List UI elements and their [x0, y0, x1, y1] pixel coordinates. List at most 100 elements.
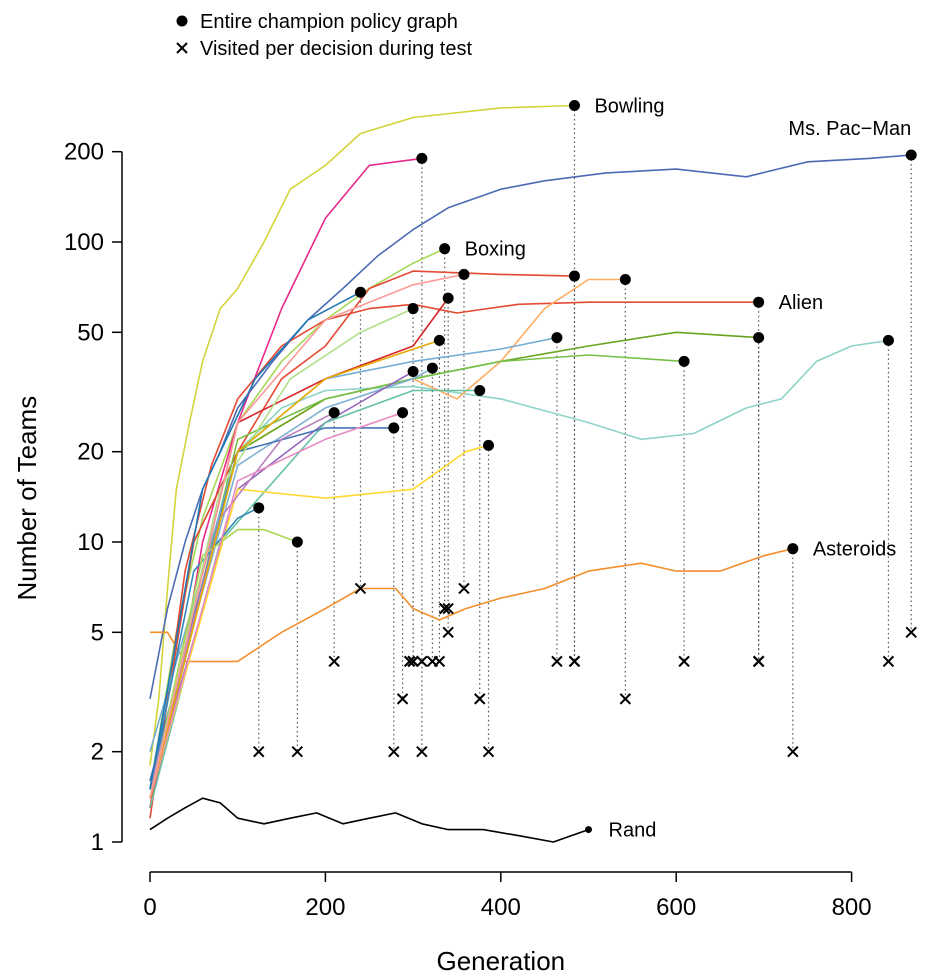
legend: Entire champion policy graph Visited per …: [176, 11, 472, 60]
series-line-11: [149, 354, 685, 799]
test-marker: [474, 693, 486, 705]
end-marker: [253, 502, 265, 514]
test-marker: [442, 602, 454, 615]
end-marker: [416, 152, 428, 164]
annotations: Bowling Ms. Pac−Man Boxing Alien Asteroids Ra…: [465, 96, 912, 842]
series-line-20: [149, 528, 298, 799]
test-marker: [396, 693, 409, 705]
y-tick-label: 100: [64, 229, 104, 256]
series-line-15: [149, 370, 414, 790]
end-marker: [354, 286, 366, 298]
end-marker: [458, 268, 470, 280]
legend-label-champion: Entire champion policy graph: [200, 11, 458, 33]
y-tick-label: 1: [91, 829, 104, 856]
series-line-22: [149, 411, 403, 799]
test-marker: [619, 693, 632, 705]
end-marker: [388, 422, 400, 434]
x-tick-label: 200: [305, 894, 345, 921]
annotation-label: Rand: [609, 820, 657, 842]
y-tick-label: 5: [91, 619, 104, 646]
x-tick-label: 800: [832, 894, 872, 921]
test-marker: [433, 655, 446, 668]
end-marker: [474, 384, 486, 396]
legend-dot-marker: [176, 15, 188, 27]
legend-cross-marker: [176, 42, 188, 54]
end-marker: [882, 334, 894, 346]
series-line-8: [149, 270, 575, 808]
test-marker: [354, 582, 367, 595]
end-marker: [568, 100, 580, 112]
annotation-label: Boxing: [465, 239, 526, 261]
series-line-boxing: [149, 247, 446, 790]
series-line-24: [149, 307, 414, 799]
y-tick-label: 20: [77, 439, 104, 466]
x-tick-label: 600: [656, 894, 696, 921]
end-marker: [291, 536, 303, 548]
y-tick-label: 10: [77, 529, 104, 556]
annotation-label: Ms. Pac−Man: [788, 118, 911, 140]
end-marker: [753, 332, 765, 344]
test-marker: [787, 745, 799, 758]
end-marker: [905, 149, 917, 161]
test-marker: [678, 655, 690, 668]
y-tick-label: 200: [64, 139, 104, 166]
test-marker: [568, 655, 581, 668]
end-marker: [787, 543, 799, 555]
test-marker: [407, 655, 419, 668]
series-line-alien: [149, 301, 759, 819]
x-tick-label: 0: [143, 894, 156, 921]
series-line-26: [149, 273, 465, 799]
annotation-label: Asteroids: [813, 539, 896, 561]
end-marker: [619, 273, 631, 285]
end-marker: [397, 407, 409, 419]
test-marker: [416, 745, 428, 758]
end-marker: [407, 303, 419, 315]
end-marker: [753, 296, 765, 308]
test-marker: [403, 655, 416, 668]
y-tick-label: 50: [77, 319, 104, 346]
test-marker: [458, 582, 470, 595]
test-marker: [438, 602, 451, 615]
end-marker: [483, 439, 495, 451]
series-line-bowling: [149, 104, 575, 766]
test-marker: [291, 745, 304, 758]
series-line-rand: [149, 797, 589, 843]
test-marker: [388, 745, 400, 758]
test-marker: [551, 655, 563, 668]
series-lines: [149, 104, 912, 843]
end-markers: [253, 100, 917, 834]
test-marker: [416, 655, 428, 668]
test-marker: [482, 745, 495, 758]
series-line-asteroids: [150, 547, 793, 663]
axes: 0 200 400 600 800 1 2 5 10 20 50 100 200 Generation Nu…: [12, 139, 872, 976]
test-markers: [253, 582, 917, 758]
x-tick-label: 400: [481, 894, 521, 921]
series-line-25: [149, 339, 440, 799]
annotation-label: Bowling: [594, 96, 664, 118]
end-marker: [442, 292, 454, 304]
series-line-12: [149, 336, 558, 752]
test-marker: [905, 626, 917, 639]
test-marker: [328, 655, 340, 668]
y-axis-title: Number of Teams: [12, 396, 42, 601]
end-marker: [551, 332, 563, 344]
end-marker: [407, 366, 419, 378]
legend-label-visited: Visited per decision during test: [200, 38, 472, 60]
series-line-14: [149, 367, 433, 782]
end-marker: [585, 826, 592, 834]
series-line-6: [149, 339, 889, 790]
series-line-21: [149, 411, 335, 790]
test-marker: [442, 626, 454, 639]
y-tick-label: 2: [91, 739, 104, 766]
end-marker: [433, 334, 445, 346]
annotation-label: Alien: [779, 292, 823, 314]
series-line-19: [149, 507, 260, 790]
guide-lines: [258, 105, 912, 752]
end-marker: [439, 243, 451, 255]
test-marker: [882, 655, 895, 668]
x-axis-title: Generation: [436, 946, 565, 976]
end-marker: [328, 407, 340, 419]
end-marker: [426, 362, 438, 374]
test-marker: [752, 655, 765, 668]
